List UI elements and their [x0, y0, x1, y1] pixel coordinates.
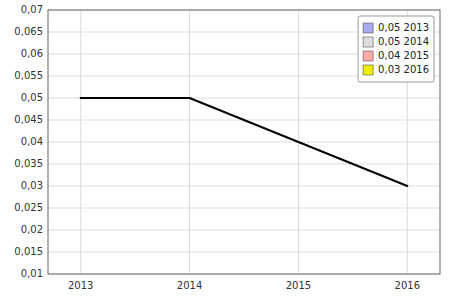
grid — [48, 10, 440, 274]
x-grid-line — [80, 10, 81, 274]
y-tick-label: 0,05 — [21, 92, 43, 103]
x-tick-label: 2016 — [395, 280, 420, 291]
y-grid-line — [48, 252, 440, 253]
legend-swatch — [363, 65, 373, 75]
y-tick-label: 0,06 — [21, 48, 43, 59]
y-tick-label: 0,02 — [21, 224, 43, 235]
y-tick-label: 0,07 — [21, 4, 43, 15]
legend: 0,05 2013 0,05 2014 0,04 2015 0,03 2016 — [358, 16, 434, 82]
y-tick-label: 0,025 — [14, 202, 43, 213]
x-tick-label: 2013 — [68, 280, 93, 291]
y-grid-line — [48, 208, 440, 209]
y-tick-label: 0,03 — [21, 180, 43, 191]
y-tick-label: 0,01 — [21, 268, 43, 279]
y-grid-line — [48, 230, 440, 231]
y-grid-line — [48, 164, 440, 165]
legend-label: 0,03 2016 — [378, 64, 429, 75]
chart: 0,01 0,015 0,02 0,025 0,03 0,035 0,04 0,045 0,05… — [0, 0, 450, 300]
x-tick-label: 2014 — [177, 280, 202, 291]
y-tick-label: 0,065 — [14, 26, 43, 37]
series — [81, 98, 408, 186]
legend-box — [358, 16, 434, 82]
y-tick-label: 0,04 — [21, 136, 43, 147]
y-tick-label: 0,035 — [14, 158, 43, 169]
legend-swatch — [363, 51, 373, 61]
x-grid-line — [189, 10, 190, 274]
y-tick-label: 0,055 — [14, 70, 43, 81]
legend-swatch — [363, 23, 373, 33]
y-grid-line — [48, 142, 440, 143]
legend-swatch — [363, 37, 373, 47]
line — [81, 98, 408, 186]
y-grid-line — [48, 186, 440, 187]
legend-label: 0,05 2013 — [378, 22, 429, 33]
legend-label: 0,05 2014 — [378, 36, 429, 47]
legend-label: 0,04 2015 — [378, 50, 429, 61]
plot-frame — [48, 10, 440, 274]
y-tick-label: 0,045 — [14, 114, 43, 125]
y-tick-label: 0,015 — [14, 246, 43, 257]
x-tick-label: 2015 — [286, 280, 311, 291]
